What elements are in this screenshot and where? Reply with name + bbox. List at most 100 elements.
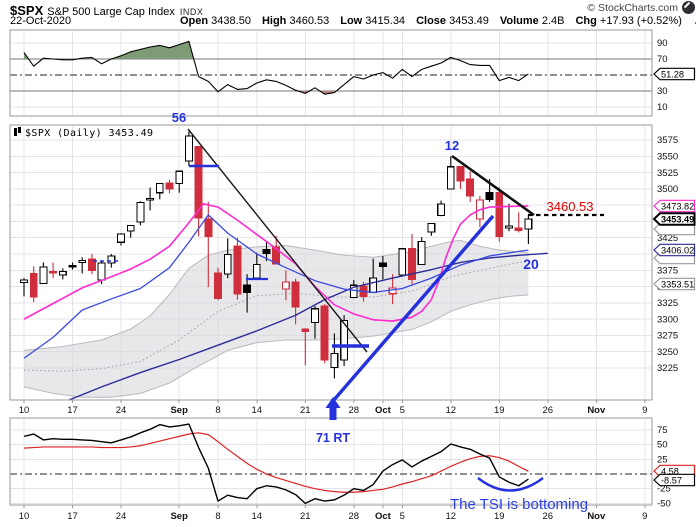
candle-body: [446, 166, 455, 190]
rsi-tick-label: 90: [657, 38, 668, 49]
quote-field-volume: Volume 2.4B: [499, 15, 565, 27]
tsi-tick-label: -25: [657, 484, 671, 495]
annotation-resistance-price: 3460.53: [547, 199, 594, 214]
price-tick-label: 3575: [657, 135, 678, 146]
candle-sep-28: [349, 280, 358, 299]
date-label-28: 28: [349, 405, 360, 416]
date-label2-8: 8: [215, 511, 220, 522]
chart-title-text: $SPX (Daily) 3453.49: [25, 128, 154, 139]
candle-aug-21: [107, 253, 116, 268]
candle-body: [252, 263, 261, 279]
candle-sep-1: [175, 170, 184, 193]
candle-body: [291, 281, 300, 308]
rsi-value-flag-text: 51.28: [661, 69, 684, 79]
date-label2-26: 26: [543, 511, 554, 522]
date-label2-Oct: Oct: [375, 511, 392, 522]
candle-sep-22: [311, 306, 319, 339]
candle-body: [136, 201, 145, 223]
date-label-10: 10: [19, 405, 30, 416]
close-price-flag: [652, 212, 696, 226]
price-tick-label: 3225: [657, 363, 678, 374]
copyright: © StockCharts.com: [587, 2, 678, 14]
candle-body: [301, 328, 310, 333]
date-label-21: 21: [300, 405, 311, 416]
candle-body: [320, 305, 329, 361]
rsi-value-flag: [653, 67, 696, 81]
candle-sep-18: [291, 278, 300, 325]
candle-body: [514, 227, 523, 232]
tsi-panel: 75 50 25 -25 -50: [9, 417, 671, 509]
cloud-midline-dotted: [23, 260, 529, 372]
candle-body: [349, 284, 358, 299]
tsi-tick-label: 50: [657, 440, 668, 451]
price-panel: 3575355035253500347534503425340033753350…: [9, 124, 678, 401]
quote-fields: Open 3438.50 High 3460.53 Low 3415.34 Close…: [180, 15, 693, 27]
candle-body: [427, 222, 436, 233]
rsi-tick-label: 10: [657, 102, 668, 113]
candle-aug-10: [20, 278, 28, 297]
tsi-value-flag-text: -8.57: [661, 475, 682, 485]
candle-oct-22: [524, 214, 533, 245]
candle-aug-18: [78, 257, 87, 274]
tsi-tick-label: 25: [657, 454, 668, 465]
candle-body: [262, 248, 271, 254]
annotation-count-71rt: 71 RT: [316, 431, 350, 445]
price-tick-label: 3375: [657, 265, 678, 276]
blue-ma-flag: [653, 243, 696, 257]
candle-oct-20: [505, 203, 513, 232]
candle-body: [29, 272, 38, 298]
date-label2-10: 10: [19, 511, 30, 522]
candle-body: [165, 182, 174, 190]
candle-oct-7: [417, 237, 426, 265]
date-label2-12: 12: [446, 511, 457, 522]
date-label2-Nov: Nov: [587, 511, 606, 522]
candle-body: [68, 265, 77, 268]
annotation-count-20: 20: [523, 256, 539, 272]
candle-body: [378, 262, 387, 267]
candle-sep-4: [204, 201, 213, 288]
quote-field-chg: Chg +17.93 (+0.52%): [575, 15, 682, 27]
exchange-tag: INDX: [179, 7, 204, 17]
candle-body: [233, 245, 242, 295]
candle-oct-6: [408, 233, 416, 284]
candle-sep-17: [281, 270, 290, 301]
price-tick-label: 3525: [657, 168, 678, 179]
candle-body: [495, 192, 504, 237]
candle-body: [155, 183, 164, 194]
annotation-count-12: 12: [445, 138, 459, 153]
candle-sep-10: [233, 237, 242, 300]
candle-aug-13: [49, 262, 58, 279]
candle-oct-8: [427, 222, 436, 236]
candle-body: [340, 319, 349, 361]
candle-body: [369, 277, 378, 293]
rsi-overbought-fill: [24, 41, 529, 59]
candle-body: [408, 248, 416, 280]
candle-body: [214, 272, 222, 299]
annotations: 56 12 20 71 RT 3460.53 The TSI is bottoming: [93, 110, 604, 513]
candlestick-style-icon: [13, 127, 22, 136]
date-label2-5: 5: [400, 511, 405, 522]
candle-sep-9: [223, 238, 232, 279]
date-label-8: 8: [215, 405, 220, 416]
rsi-panel: 90 70 30 10: [9, 29, 668, 117]
candle-body: [175, 170, 184, 185]
candle-sep-2: [184, 131, 193, 167]
date-label2-Sep: Sep: [170, 511, 188, 522]
price-tick-label: 3275: [657, 331, 678, 342]
quote-field-low: Low 3415.34: [340, 15, 406, 27]
candle-body: [505, 225, 513, 229]
candle-body: [126, 224, 135, 232]
date-label-19: 19: [494, 405, 505, 416]
axis-flags: 3473.82 3453.49 3406.02 3353.51 51.28 4.58-8.…: [652, 67, 696, 487]
blue-ma-flag-text: 3406.02: [661, 245, 694, 255]
candle-aug-27: [146, 187, 155, 211]
quote-field-high: High 3460.53: [261, 15, 330, 27]
tsi-tick-label: -50: [657, 498, 671, 509]
price-tick-label: 3300: [657, 314, 678, 325]
price-tick-label: 3550: [657, 151, 678, 162]
candle-body: [437, 203, 446, 217]
rsi-tick-label: 30: [657, 86, 668, 97]
magenta-ma-flag-text: 3473.82: [661, 201, 694, 211]
